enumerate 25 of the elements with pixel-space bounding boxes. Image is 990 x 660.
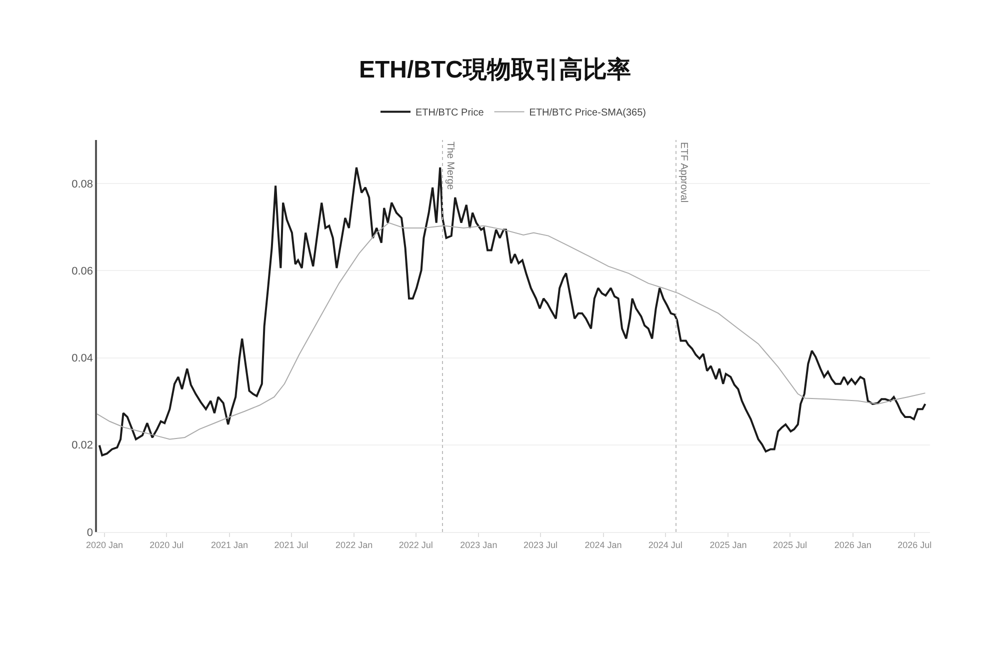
x-tick-label: 2024 Jan [584, 540, 622, 550]
x-tick-label: 2021 Jan [210, 540, 248, 550]
x-tick-label: 2022 Jan [336, 540, 373, 550]
y-tick-label: 0 [86, 526, 94, 539]
y-tick-label: 0.02 [72, 440, 94, 452]
ref-line-label: ETF Approval [678, 142, 689, 203]
chart-title: ETH/BTC現物取引高比率 [359, 56, 631, 84]
y-tick-label: 0.06 [72, 266, 94, 278]
y-tick-label: 0.08 [72, 178, 94, 190]
x-tick-label: 2025 Jul [773, 540, 808, 550]
ref-line-label: The Merge [444, 142, 456, 190]
legend-label: ETH/BTC Price [416, 108, 484, 119]
x-tick-label: 2023 Jan [460, 540, 498, 550]
x-tick-label: 2026 Jan [834, 540, 872, 550]
x-tick-label: 2023 Jul [523, 540, 558, 550]
x-tick-label: 2021 Jul [274, 540, 308, 550]
x-tick-label: 2025 Jan [710, 540, 747, 550]
x-tick-label: 2026 Jul [898, 540, 932, 550]
x-tick-label: 2020 Jul [150, 540, 184, 550]
line-series [97, 222, 926, 440]
x-tick-label: 2024 Jul [648, 540, 682, 550]
x-tick-label: 2020 Jan [86, 540, 124, 550]
y-tick-label: 0.04 [72, 352, 94, 365]
x-tick-label: 2022 Jul [398, 540, 433, 550]
legend-label: ETH/BTC Price-SMA(365) [529, 108, 646, 119]
